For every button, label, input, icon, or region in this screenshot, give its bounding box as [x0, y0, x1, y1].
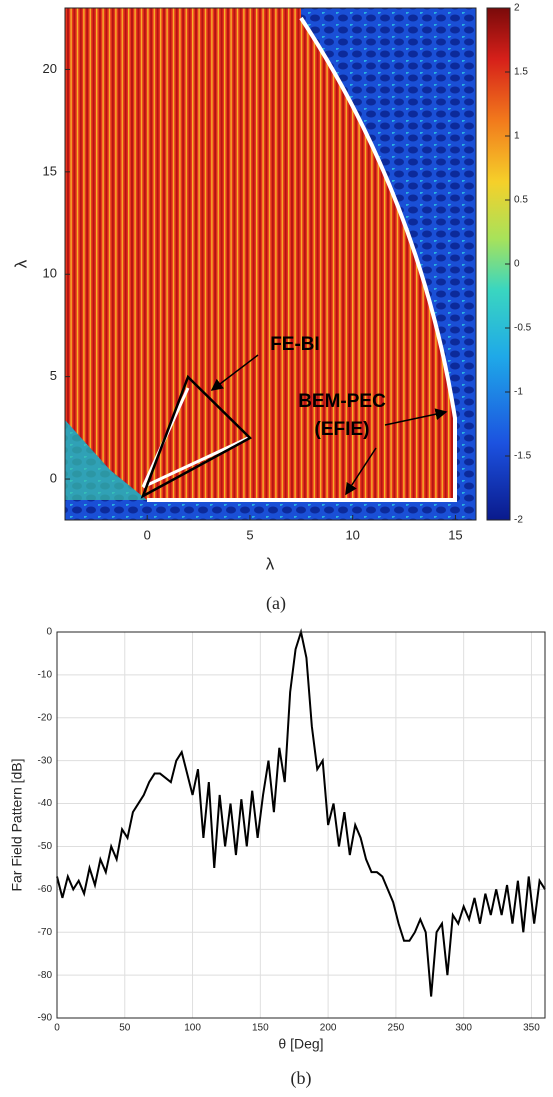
y-tick-label: 0 [46, 627, 52, 638]
axes-frame [56, 631, 546, 1019]
x-tick-label: 50 [119, 1023, 131, 1034]
x-tick-label: 10 [345, 527, 359, 542]
colorbar-tick-label: -0.5 [514, 323, 532, 334]
y-axis-label: Far Field Pattern [dB] [9, 758, 25, 891]
colorbar-tick-label: 2 [514, 3, 520, 14]
arrow [210, 354, 259, 391]
y-tick-label: 5 [50, 368, 57, 383]
colorbar-tick-label: -2 [514, 515, 523, 526]
fe-bi-region [140, 374, 253, 499]
pec-boundary [147, 16, 457, 502]
y-axis-label: λ [11, 259, 30, 268]
y-tick-label: -60 [38, 884, 53, 895]
x-tick-label: 5 [246, 527, 253, 542]
x-tick-label: 250 [388, 1023, 405, 1034]
x-tick-label: 100 [184, 1023, 201, 1034]
line-panel: θ [Deg] Far Field Pattern [dB] (b) [9, 631, 546, 1089]
annotation: BEM-PEC [298, 391, 386, 412]
colorbar-tick-label: 0.5 [514, 195, 528, 206]
caption: (b) [291, 1068, 312, 1089]
y-tick-label: -50 [38, 841, 53, 852]
y-tick-label: -20 [38, 712, 53, 723]
colorbar-tick-label: 1 [514, 131, 520, 142]
y-tick-label: -90 [38, 1013, 53, 1024]
x-tick-label: 300 [455, 1023, 472, 1034]
colorbar-tick-label: 0 [514, 259, 520, 270]
annotation: (EFIE) [315, 419, 370, 440]
field-lowleft [65, 420, 147, 500]
x-tick-label: 0 [144, 527, 151, 542]
field-region [65, 8, 455, 500]
x-axis-label: θ [Deg] [278, 1036, 323, 1052]
colorbar-tick-label: -1.5 [514, 451, 532, 462]
y-tick-label: -10 [38, 670, 53, 681]
y-tick-label: -80 [38, 970, 53, 981]
caption: (a) [266, 593, 286, 614]
y-tick-label: -70 [38, 927, 53, 938]
annotation: FE-BI [270, 334, 320, 355]
colorbar-tick-label: 1.5 [514, 67, 528, 78]
x-tick-label: 150 [252, 1023, 269, 1034]
x-tick-label: 0 [54, 1023, 60, 1034]
arrow [345, 447, 377, 496]
x-tick-label: 200 [320, 1023, 337, 1034]
x-tick-label: 350 [523, 1023, 540, 1034]
x-axis-label: λ [266, 554, 275, 573]
x-tick-label: 15 [448, 527, 462, 542]
axes-box [64, 7, 477, 521]
y-tick-label: -30 [38, 755, 53, 766]
colorbar-tick-label: -1 [514, 387, 523, 398]
y-tick-label: 15 [43, 163, 57, 178]
y-tick-label: -40 [38, 798, 53, 809]
y-tick-label: 0 [50, 470, 57, 485]
y-tick-label: 10 [43, 266, 57, 281]
arrow [384, 408, 448, 426]
heatmap-panel: FE-BI BEM-PEC (EFIE) λ λ (a) [11, 7, 511, 614]
y-tick-label: 20 [43, 61, 57, 76]
